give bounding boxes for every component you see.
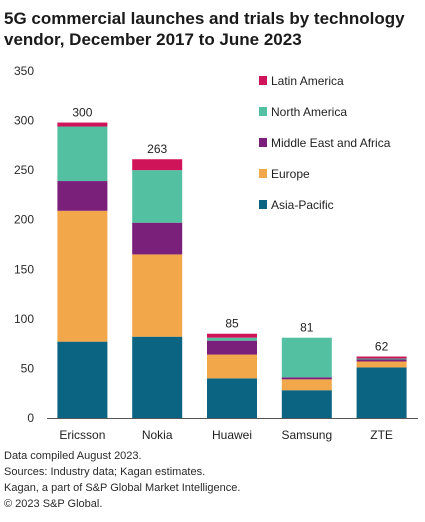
y-tick-label: 200: [14, 213, 34, 227]
total-label-ericsson: 300: [72, 106, 92, 120]
total-label-nokia: 263: [147, 142, 167, 156]
bar-segment-samsung-asia-pacific: [281, 390, 332, 418]
bar-segment-huawei-asia-pacific: [207, 378, 257, 418]
bar-segment-zte-latin-america: [356, 356, 407, 359]
bar-segment-huawei-middle-east-and-africa: [207, 340, 257, 355]
legend-swatch-latin-america: [259, 76, 267, 85]
bar-segment-samsung-europe: [281, 379, 332, 391]
bar-segment-huawei-north-america: [207, 337, 257, 341]
legend-swatch-middle-east-and-africa: [259, 138, 267, 147]
bar-segment-nokia-latin-america: [132, 159, 183, 171]
legend-label-asia-pacific: Asia-Pacific: [271, 198, 334, 212]
bar-segment-nokia-north-america: [132, 170, 183, 223]
bar-segment-samsung-middle-east-and-africa: [281, 377, 332, 380]
y-tick-label: 100: [14, 312, 34, 326]
bar-segment-huawei-europe: [207, 354, 257, 379]
footnotes: Data compiled August 2023. Sources: Indu…: [4, 448, 422, 512]
y-tick-label: 0: [27, 411, 34, 425]
bar-segment-ericsson-north-america: [57, 126, 108, 182]
footnote-copyright: © 2023 S&P Global.: [4, 498, 103, 510]
bar-segment-ericsson-middle-east-and-africa: [57, 181, 108, 211]
y-tick-label: 250: [14, 163, 34, 177]
footnote-sources: Sources: Industry data; Kagan estimates.: [4, 466, 206, 478]
bar-segment-ericsson-latin-america: [57, 122, 108, 127]
bar-segment-zte-north-america: [356, 358, 407, 360]
x-tick-label-samsung: Samsung: [281, 428, 332, 442]
bar-segment-ericsson-europe: [57, 210, 108, 342]
bar-segment-ericsson-asia-pacific: [57, 341, 108, 418]
legend-label-north-america: North America: [271, 105, 347, 119]
total-label-zte: 62: [375, 340, 389, 354]
bar-segment-zte-asia-pacific: [356, 367, 407, 418]
legend-swatch-europe: [259, 169, 267, 178]
bar-segment-nokia-asia-pacific: [132, 336, 183, 418]
bar-segment-zte-europe: [356, 361, 407, 368]
legend-swatch-north-america: [259, 107, 267, 116]
legend-label-middle-east-and-africa: Middle East and Africa: [271, 136, 391, 150]
legend-swatch-asia-pacific: [259, 200, 267, 209]
x-tick-label-huawei: Huawei: [212, 428, 252, 442]
bar-segment-zte-middle-east-and-africa: [356, 359, 407, 362]
legend-label-latin-america: Latin America: [271, 74, 344, 88]
x-tick-label-zte: ZTE: [370, 428, 393, 442]
bar-segment-nokia-middle-east-and-africa: [132, 222, 183, 255]
y-tick-label: 350: [14, 64, 34, 78]
bar-segment-huawei-latin-america: [207, 333, 257, 338]
y-tick-label: 300: [14, 114, 34, 128]
x-tick-label-nokia: Nokia: [142, 428, 173, 442]
legend-label-europe: Europe: [271, 167, 310, 181]
footnote-compiled: Data compiled August 2023.: [4, 450, 142, 462]
x-tick-label-ericsson: Ericsson: [59, 428, 105, 442]
footnote-attribution: Kagan, a part of S&P Global Market Intel…: [4, 482, 241, 494]
bar-segment-nokia-europe: [132, 254, 183, 337]
stacked-bar-chart: 0 50 100 150 200 250 300 350 300 Ericsson 263 Nokia…: [14, 64, 418, 442]
bar-segment-samsung-north-america: [281, 337, 332, 378]
y-tick-label: 150: [14, 262, 34, 276]
chart-title: 5G commercial launches and trials by tec…: [4, 9, 405, 49]
total-label-huawei: 85: [225, 317, 239, 331]
total-label-samsung: 81: [300, 321, 314, 335]
y-tick-label: 50: [21, 361, 35, 375]
